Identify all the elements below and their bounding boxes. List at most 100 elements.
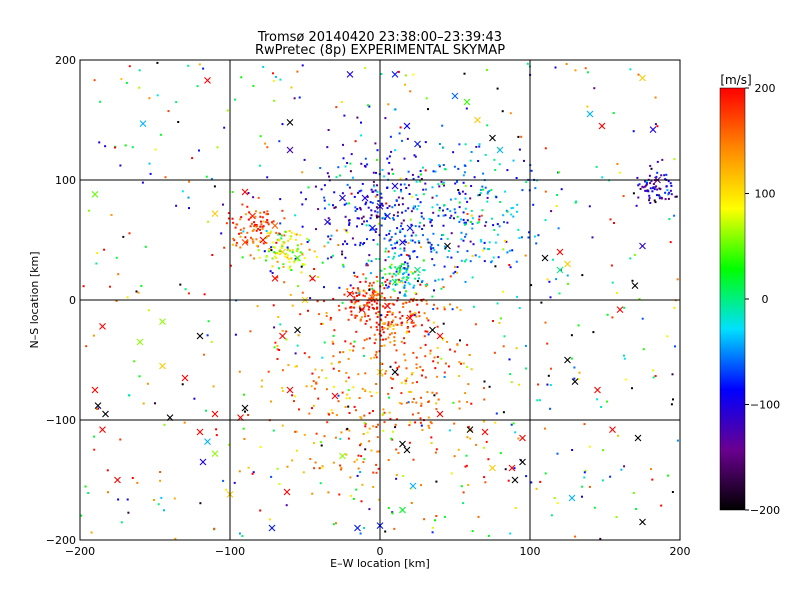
scatter-point	[463, 221, 466, 224]
scatter-point	[297, 259, 300, 262]
scatter-point	[390, 244, 393, 246]
scatter-point	[369, 390, 372, 393]
scatter-point	[294, 352, 297, 355]
scatter-point	[552, 258, 554, 261]
scatter-point	[266, 232, 269, 235]
scatter-point	[402, 302, 405, 305]
scatter-point	[430, 250, 433, 253]
scatter-marker-x	[463, 98, 471, 106]
scatter-point	[415, 180, 418, 183]
scatter-point	[412, 458, 415, 461]
scatter-point	[356, 294, 358, 297]
scatter-point	[110, 214, 113, 216]
scatter-point	[544, 190, 547, 193]
scatter-point	[293, 97, 296, 100]
scatter-point	[442, 337, 445, 340]
colorbar-tick-label: 200	[755, 82, 776, 95]
scatter-marker-x	[259, 236, 267, 244]
scatter-point	[227, 212, 230, 215]
scatter-point	[248, 211, 251, 214]
scatter-point	[365, 224, 368, 227]
scatter-marker-x	[511, 476, 519, 484]
scatter-marker-x	[331, 392, 339, 400]
scatter-point	[362, 433, 365, 435]
scatter-point	[622, 195, 625, 198]
scatter-point	[364, 295, 366, 298]
scatter-point	[360, 316, 363, 319]
scatter-point	[593, 87, 596, 90]
scatter-point	[295, 449, 298, 452]
scatter-point	[577, 324, 580, 327]
scatter-point	[235, 244, 238, 247]
scatter-point	[315, 382, 318, 385]
scatter-point	[357, 287, 359, 290]
scatter-point	[366, 163, 369, 166]
scatter-point	[347, 405, 350, 408]
scatter-point	[413, 250, 416, 253]
scatter-point	[415, 194, 418, 197]
scatter-point	[632, 130, 635, 133]
scatter-point	[354, 301, 357, 304]
scatter-point	[432, 321, 435, 324]
scatter-point	[623, 354, 625, 357]
scatter-point	[383, 327, 386, 329]
scatter-point	[387, 392, 390, 395]
scatter-point	[342, 157, 345, 160]
scatter-point	[623, 357, 626, 360]
scatter-point	[96, 408, 98, 410]
scatter-point	[352, 345, 355, 348]
scatter-point	[482, 188, 484, 191]
scatter-point	[432, 170, 435, 173]
colorbar-tick-label: 100	[755, 188, 776, 201]
scatter-point	[368, 412, 371, 415]
scatter-point	[467, 425, 470, 428]
scatter-point	[385, 284, 388, 287]
scatter-point	[453, 165, 456, 168]
scatter-point	[396, 211, 399, 214]
scatter-marker-x	[564, 260, 571, 268]
scatter-point	[644, 189, 647, 192]
scatter-marker-x	[241, 404, 249, 412]
scatter-point	[435, 448, 438, 451]
scatter-point	[332, 523, 335, 526]
scatter-point	[377, 313, 380, 316]
scatter-point	[196, 85, 199, 88]
scatter-point	[136, 481, 139, 484]
scatter-point	[498, 321, 501, 324]
x-tick-label: 100	[520, 545, 541, 558]
scatter-point	[346, 242, 349, 245]
scatter-point	[391, 206, 394, 209]
scatter-point	[382, 338, 385, 341]
scatter-point	[429, 421, 432, 424]
scatter-point	[350, 192, 353, 195]
scatter-point	[362, 347, 365, 350]
scatter-point	[635, 204, 638, 207]
scatter-point	[410, 210, 413, 213]
scatter-point	[469, 159, 472, 162]
scatter-point	[399, 229, 402, 232]
scatter-point	[303, 263, 306, 266]
scatter-point	[612, 112, 615, 114]
scatter-point	[284, 252, 287, 255]
scatter-point	[372, 190, 375, 193]
scatter-point	[326, 146, 329, 149]
scatter-point	[215, 428, 218, 431]
y-tick-label: −200	[46, 534, 76, 547]
scatter-point	[430, 224, 433, 227]
scatter-point	[495, 196, 498, 199]
scatter-point	[301, 64, 304, 67]
scatter-point	[320, 322, 323, 325]
scatter-point	[325, 312, 328, 314]
scatter-point	[383, 344, 386, 347]
colorbar-title: [m/s]	[720, 73, 751, 87]
scatter-point	[385, 247, 387, 250]
scatter-point	[362, 243, 364, 246]
scatter-point	[364, 165, 367, 168]
scatter-point	[454, 182, 457, 185]
scatter-point	[394, 246, 397, 249]
scatter-point	[405, 367, 408, 370]
scatter-point	[485, 440, 488, 443]
scatter-point	[231, 191, 234, 193]
scatter-point	[422, 166, 424, 169]
scatter-point	[368, 105, 371, 108]
